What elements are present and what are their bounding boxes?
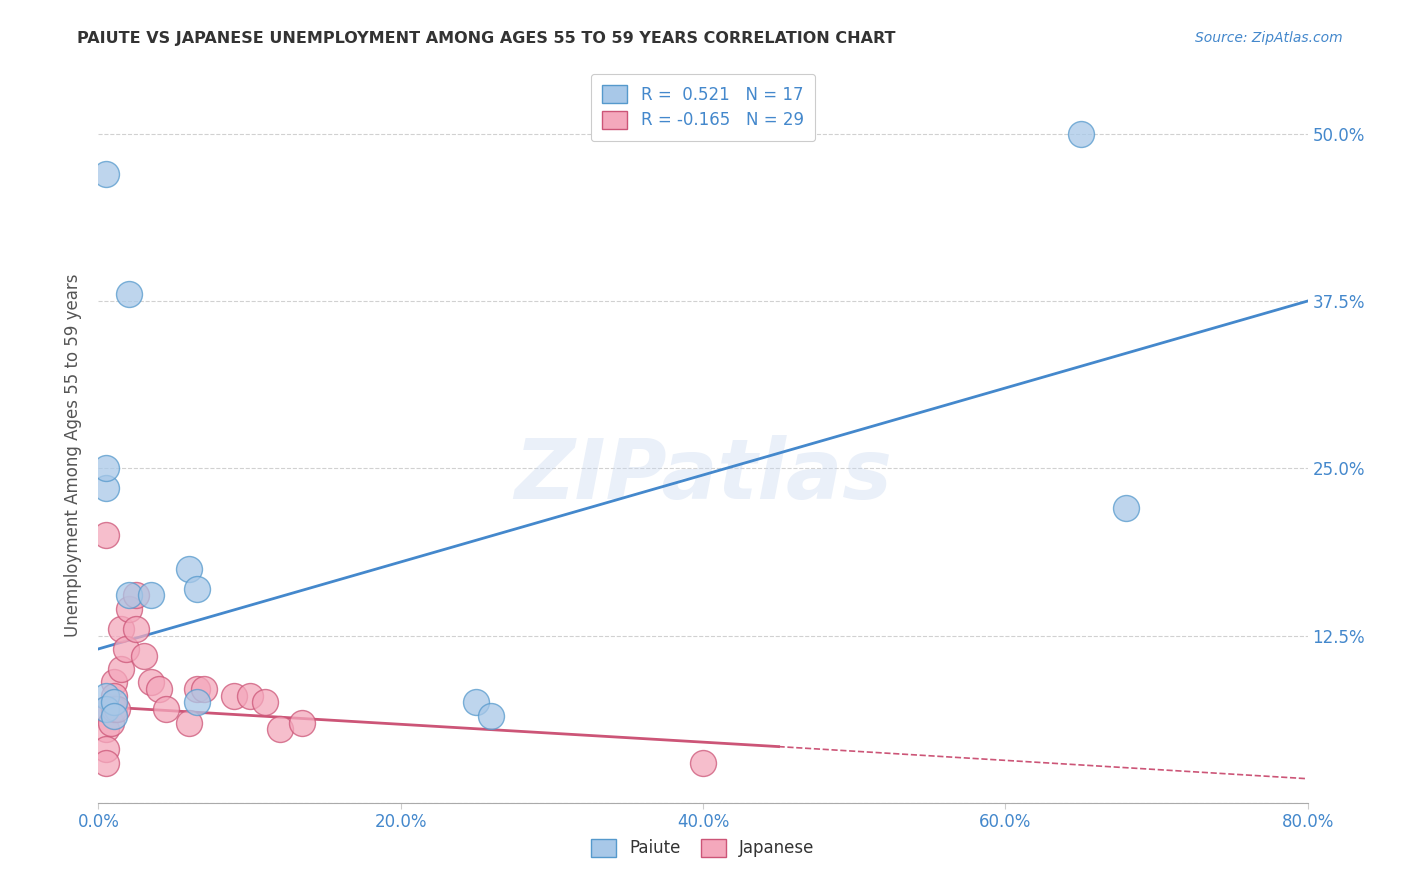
Point [179, 715, 201, 730]
Point [94, 689, 117, 703]
Point [118, 287, 141, 301]
Point [141, 589, 163, 603]
Point [186, 681, 208, 696]
Point [94, 528, 117, 542]
Point [224, 689, 246, 703]
Point [94, 702, 117, 716]
Point [465, 696, 488, 710]
Legend: Paiute, Japanese: Paiute, Japanese [585, 832, 821, 864]
Point [94, 167, 117, 181]
Point [125, 589, 148, 603]
Point [186, 696, 208, 710]
Point [103, 708, 125, 723]
Point [141, 675, 163, 690]
Point [110, 622, 132, 636]
Point [118, 602, 141, 616]
Y-axis label: Unemployment Among Ages 55 to 59 years: Unemployment Among Ages 55 to 59 years [65, 273, 83, 637]
Point [269, 723, 291, 737]
Point [103, 702, 125, 716]
Point [94, 482, 117, 496]
Text: Source: ZipAtlas.com: Source: ZipAtlas.com [1195, 31, 1343, 45]
Point [155, 702, 177, 716]
Point [125, 622, 148, 636]
Point [132, 648, 155, 663]
Point [253, 696, 276, 710]
Point [692, 756, 714, 770]
Point [193, 681, 215, 696]
Point [118, 589, 141, 603]
Point [1070, 127, 1092, 141]
Point [94, 756, 117, 770]
Point [94, 702, 117, 716]
Text: ZIPatlas: ZIPatlas [515, 435, 891, 516]
Point [110, 662, 132, 676]
Point [239, 689, 262, 703]
Point [100, 715, 122, 730]
Point [103, 689, 125, 703]
Point [94, 723, 117, 737]
Point [94, 742, 117, 756]
Text: PAIUTE VS JAPANESE UNEMPLOYMENT AMONG AGES 55 TO 59 YEARS CORRELATION CHART: PAIUTE VS JAPANESE UNEMPLOYMENT AMONG AG… [77, 31, 896, 46]
Point [179, 562, 201, 576]
Point [103, 675, 125, 690]
Point [105, 702, 128, 716]
Point [481, 708, 503, 723]
Point [291, 715, 314, 730]
Point [114, 642, 136, 657]
Point [94, 461, 117, 475]
Point [103, 696, 125, 710]
Point [1115, 501, 1137, 516]
Point [148, 681, 170, 696]
Point [186, 582, 208, 596]
